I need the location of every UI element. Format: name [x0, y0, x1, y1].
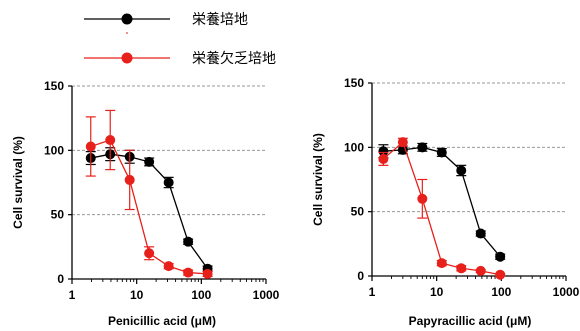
series-normal	[378, 142, 506, 262]
x-tick-label: 10	[130, 288, 144, 302]
data-point	[202, 268, 213, 279]
data-point	[495, 269, 506, 280]
legend-item-normal: 栄養培地	[84, 11, 248, 28]
data-point	[475, 265, 486, 276]
data-point	[183, 267, 194, 278]
series-line	[382, 141, 501, 276]
data-point	[85, 141, 96, 152]
y-tick-label: 0	[357, 269, 364, 283]
chart-papyracillic-acid: 0 50 100 150 1 10 100 1000 Papyracillic acid (μM…	[311, 76, 580, 328]
legend-item-deficient: 栄養欠乏培地	[84, 50, 276, 67]
x-axis-title: Penicillic acid (μM)	[108, 314, 216, 328]
chart-penicillic-acid: 0 50 100 150 1 10 100 1000 Penicillic acid (μM) C…	[11, 79, 280, 328]
y-tick-label: 150	[44, 79, 64, 93]
series-deficient	[378, 137, 506, 280]
data-point	[378, 146, 389, 157]
x-tick-label: 10	[430, 285, 444, 299]
x-tick-label: 1	[69, 288, 76, 302]
x-axis-title: Papyracillic acid (μM)	[409, 314, 532, 328]
x-tick-label: 100	[191, 288, 211, 302]
legend: 栄養培地 栄養欠乏培地	[84, 11, 276, 67]
legend-label-normal: 栄養培地	[192, 11, 248, 28]
data-point	[495, 251, 506, 262]
y-tick-label: 100	[44, 143, 64, 157]
y-tick-label: 150	[344, 76, 364, 90]
x-tick-label: 1000	[553, 285, 580, 299]
legend-label-deficient: 栄養欠乏培地	[192, 50, 276, 67]
data-point	[436, 147, 447, 158]
y-tick-label: 100	[344, 140, 364, 154]
data-point	[163, 261, 174, 272]
y-tick-label: 50	[51, 208, 65, 222]
data-point	[456, 263, 467, 274]
data-point	[397, 137, 408, 148]
y-axis-title: Cell survival (%)	[311, 133, 325, 226]
series-line	[383, 146, 501, 258]
y-tick-label: 50	[351, 205, 365, 219]
data-point	[144, 156, 155, 167]
legend-marker-normal	[121, 13, 133, 25]
data-point	[144, 248, 155, 259]
series-deficient	[85, 109, 213, 279]
data-point	[417, 142, 428, 153]
data-point	[183, 236, 194, 247]
x-tick-label: 100	[491, 285, 511, 299]
data-point	[163, 177, 174, 188]
legend-marker-deficient	[121, 52, 133, 64]
data-point	[105, 135, 116, 146]
x-tick-label: 1000	[253, 288, 280, 302]
data-point	[456, 165, 467, 176]
data-point	[475, 228, 486, 239]
y-axis-title: Cell survival (%)	[11, 136, 25, 229]
data-point	[436, 258, 447, 269]
data-point	[397, 144, 408, 155]
data-point	[124, 174, 135, 185]
data-point	[378, 153, 389, 164]
x-tick-label: 1	[369, 285, 376, 299]
data-point	[417, 193, 428, 204]
y-tick-label: 0	[57, 272, 64, 286]
